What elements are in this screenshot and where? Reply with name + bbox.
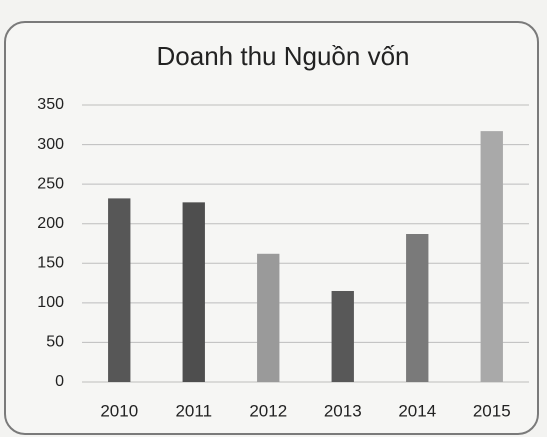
y-tick-label: 200 — [37, 215, 64, 232]
y-tick-label: 50 — [46, 334, 64, 351]
y-tick-label: 0 — [55, 373, 64, 390]
y-tick-label: 150 — [37, 255, 64, 272]
y-tick-label: 250 — [37, 175, 64, 192]
bar — [406, 234, 429, 382]
x-tick-label: 2010 — [100, 401, 138, 420]
bar — [108, 198, 131, 382]
x-tick-label: 2011 — [175, 401, 212, 420]
bar — [182, 202, 205, 382]
x-tick-label: 2012 — [249, 401, 287, 420]
y-tick-label: 300 — [37, 136, 64, 153]
chart-title: Doanh thu Nguồn vốn — [157, 41, 410, 71]
x-tick-label: 2013 — [324, 401, 362, 420]
bar — [331, 290, 354, 382]
bar — [257, 253, 280, 382]
chart-frame — [4, 21, 539, 435]
bar — [480, 131, 503, 382]
y-tick-label: 100 — [37, 294, 64, 311]
x-tick-label: 2014 — [398, 401, 436, 420]
y-tick-label: 350 — [37, 96, 64, 113]
x-tick-label: 2015 — [473, 401, 511, 420]
